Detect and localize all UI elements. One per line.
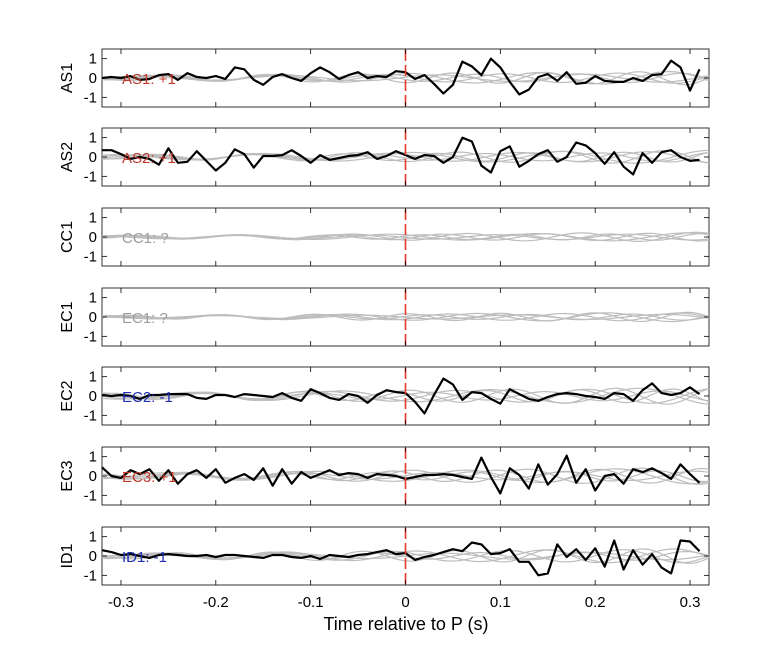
station-label: AS1 [59, 63, 76, 93]
waveform-trace [101, 377, 701, 415]
x-tick-label: 0 [401, 594, 409, 611]
y-tick-label: 1 [89, 51, 97, 68]
x-tick-label: 0.1 [490, 594, 511, 611]
y-tick-label: 0 [89, 468, 97, 485]
polarity-annotation: CC1: ? [122, 230, 169, 247]
x-tick-label: 0.3 [680, 594, 701, 611]
y-tick-label: -1 [84, 567, 97, 584]
y-tick-label: 1 [89, 290, 97, 307]
y-tick-label: 0 [89, 70, 97, 87]
x-axis-label: Time relative to P (s) [323, 614, 488, 634]
waveform-trace [101, 454, 701, 495]
y-tick-label: 0 [89, 388, 97, 405]
station-label: EC2 [59, 380, 76, 411]
x-tick-label: -0.2 [203, 594, 229, 611]
polarity-annotation: AS1: +1 [122, 71, 176, 88]
station-label: ID1 [59, 543, 76, 568]
polarity-annotation: ID1: -1 [122, 549, 167, 566]
polarity-annotation: EC3: +1 [122, 469, 177, 486]
x-tick-label: -0.1 [298, 594, 324, 611]
background-trace [101, 390, 710, 402]
y-tick-label: -1 [84, 89, 97, 106]
station-label: EC3 [59, 460, 76, 491]
y-tick-label: -1 [84, 487, 97, 504]
station-label: AS2 [59, 142, 76, 172]
waveform-trace [102, 136, 700, 176]
panel-ec1: -1 0 1 EC1 EC1: ? [59, 287, 710, 347]
y-tick-label: 0 [89, 229, 97, 246]
waveform-trace [101, 539, 701, 577]
y-tick-label: 1 [89, 130, 97, 147]
y-tick-label: 1 [89, 449, 97, 466]
x-tick-label: -0.3 [108, 594, 134, 611]
y-tick-label: 1 [89, 369, 97, 386]
panel-ec3: -1 0 1 EC3 EC3: +1 [59, 446, 710, 506]
polarity-annotation: EC2: -1 [122, 389, 173, 406]
x-axis: -0.3 -0.2 -0.1 0 0.1 0.2 0.3 [108, 594, 700, 611]
panel-cc1: -1 0 1 CC1 CC1: ? [59, 207, 710, 267]
panel-ec2: -1 0 1 EC2 EC2: -1 [59, 366, 710, 426]
y-tick-label: 1 [89, 529, 97, 546]
station-label: EC1 [59, 301, 76, 332]
y-tick-label: -1 [84, 328, 97, 345]
panel-id1: -1 0 1 ID1 ID1: -1 [59, 526, 710, 586]
x-tick-label: 0.2 [585, 594, 606, 611]
station-label: CC1 [59, 221, 76, 253]
y-tick-label: -1 [84, 168, 97, 185]
panel-as2: -1 0 1 AS2 AS2: +1 [59, 127, 710, 187]
polarity-annotation: AS2: +1 [122, 150, 176, 167]
y-tick-label: 0 [89, 548, 97, 565]
polarity-annotation: EC1: ? [122, 310, 168, 327]
waveform-trace [101, 57, 701, 96]
background-trace [101, 232, 710, 241]
y-tick-label: 0 [89, 309, 97, 326]
y-tick-label: -1 [84, 248, 97, 265]
y-tick-label: -1 [84, 407, 97, 424]
panels-layer: -1 0 1 AS1 AS1: +1 -1 0 1 AS2 AS2: +1 -1 0 1 CC1 CC1: … [59, 48, 710, 586]
y-tick-label: 1 [89, 210, 97, 227]
y-tick-label: 0 [89, 149, 97, 166]
panel-as1: -1 0 1 AS1 AS1: +1 [59, 48, 710, 108]
